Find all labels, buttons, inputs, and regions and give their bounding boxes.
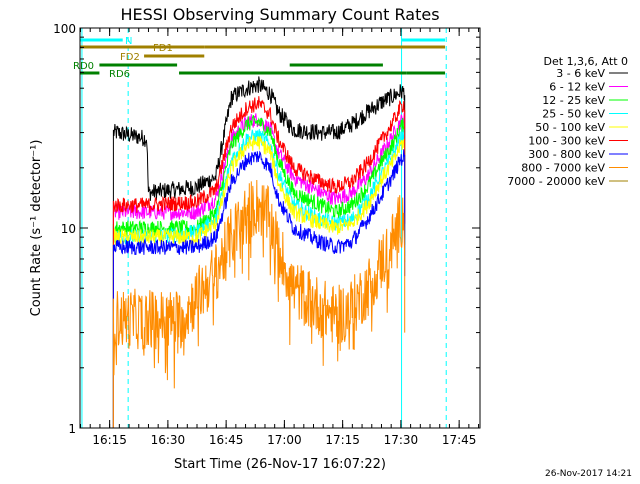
series-line-4: [112, 134, 406, 428]
x-tick-label: 17:30: [384, 433, 419, 447]
series-line-6: [112, 149, 406, 428]
x-tick-label: 17:45: [442, 433, 477, 447]
series-line-5: [112, 96, 406, 428]
legend-entry-label: 50 - 100 keV: [535, 121, 605, 134]
series-line-0: [112, 76, 406, 428]
y-tick-label: 100: [53, 22, 76, 36]
x-tick-label: 17:15: [325, 433, 360, 447]
legend-entry-label: 100 - 300 keV: [528, 135, 605, 148]
status-bar-label-n: N: [125, 36, 132, 47]
legend-entry-label: 300 - 800 keV: [528, 148, 605, 161]
legend-title: Det 1,3,6, Att 0: [544, 55, 628, 68]
legend-entry-label: 7000 - 20000 keV: [507, 175, 605, 188]
legend-entry-label: 800 - 7000 keV: [521, 162, 605, 175]
status-bar-label-rd6: RD6: [109, 69, 130, 80]
series-line-7: [112, 179, 406, 428]
y-tick-label: 1: [68, 422, 76, 436]
legend-entry-label: 25 - 50 keV: [542, 108, 605, 121]
y-axis-label: Count Rate (s⁻¹ detector⁻¹): [29, 140, 44, 317]
chart-title: HESSI Observing Summary Count Rates: [120, 5, 439, 24]
x-tick-label: 16:15: [92, 433, 127, 447]
status-bar-label-fd2: FD2: [120, 52, 140, 63]
status-bar-label-rd0: RD0: [73, 61, 94, 72]
footer-timestamp: 26-Nov-2017 14:21: [545, 469, 632, 479]
x-tick-label: 17:00: [267, 433, 302, 447]
legend-entry-label: 6 - 12 keV: [549, 81, 605, 94]
y-tick-label: 10: [61, 222, 76, 236]
series-line-2: [112, 115, 406, 428]
legend-entry-label: 12 - 25 keV: [542, 94, 605, 107]
x-tick-label: 16:30: [151, 433, 186, 447]
legend-entry-label: 3 - 6 keV: [556, 67, 605, 80]
status-bar-label-fd1: FD1: [153, 43, 173, 54]
x-tick-label: 16:45: [209, 433, 244, 447]
x-axis-label: Start Time (26-Nov-17 16:07:22): [174, 457, 386, 472]
